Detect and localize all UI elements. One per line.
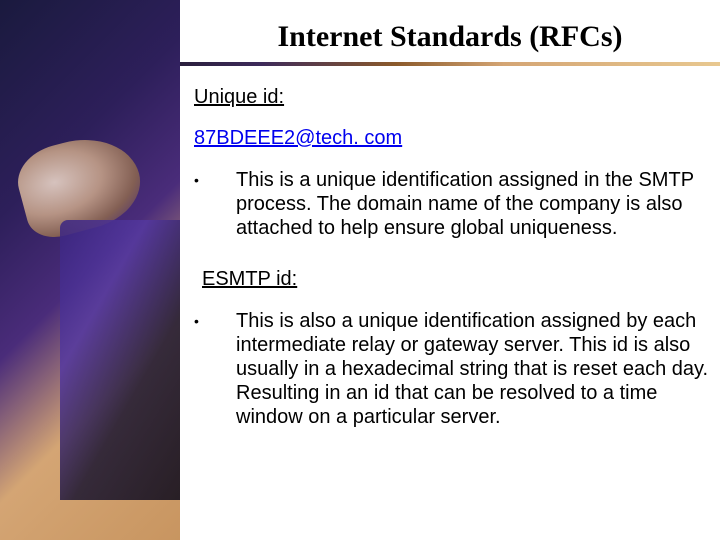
slide-title: Internet Standards (RFCs) — [180, 20, 720, 54]
slide-content: Internet Standards (RFCs) Unique id: 87B… — [180, 0, 720, 540]
monitor-illustration — [60, 220, 180, 500]
email-link[interactable]: 87BDEEE2@tech. com — [194, 127, 720, 150]
bullet-text: This is a unique identification assigned… — [236, 168, 712, 240]
bullet-marker: • — [194, 309, 236, 429]
section-heading-esmtp-id: ESMTP id: — [202, 268, 720, 291]
section-heading-unique-id: Unique id: — [194, 86, 720, 109]
bullet-item: • This is also a unique identification a… — [194, 309, 712, 429]
title-divider — [180, 62, 720, 66]
bullet-marker: • — [194, 168, 236, 240]
bullet-text: This is also a unique identification ass… — [236, 309, 712, 429]
sidebar-decorative-image — [0, 0, 180, 540]
bullet-item: • This is a unique identification assign… — [194, 168, 712, 240]
